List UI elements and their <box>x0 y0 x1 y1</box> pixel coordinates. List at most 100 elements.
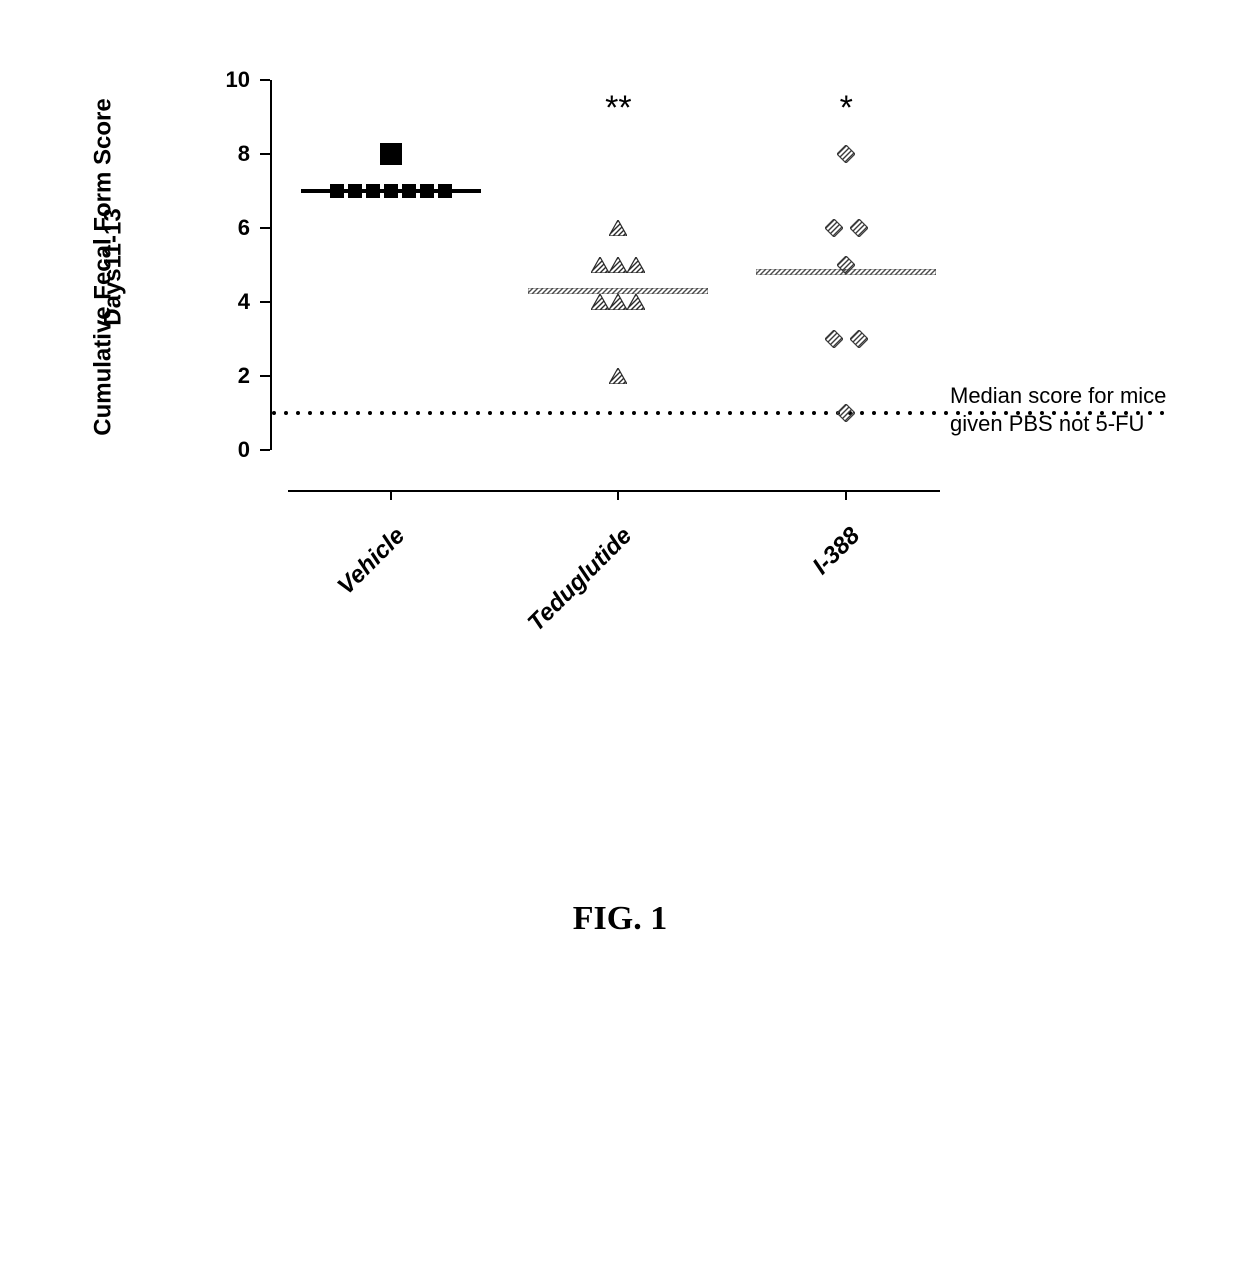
reference-line-dot <box>332 411 336 415</box>
data-point-square <box>366 184 380 198</box>
data-point-triangle <box>591 294 609 310</box>
data-point-square <box>438 184 452 198</box>
y-tick <box>260 153 270 155</box>
data-point-diamond <box>837 145 855 163</box>
reference-line-dot <box>296 411 300 415</box>
reference-line-dot <box>572 411 576 415</box>
reference-line-dot <box>320 411 324 415</box>
reference-line-dot <box>272 411 276 415</box>
y-axis <box>270 80 272 450</box>
data-point-triangle <box>627 257 645 273</box>
data-point-triangle <box>609 368 627 384</box>
y-tick <box>260 301 270 303</box>
reference-line-dot <box>620 411 624 415</box>
x-axis <box>288 490 940 492</box>
reference-line-dot <box>680 411 684 415</box>
reference-line-dot <box>488 411 492 415</box>
reference-line-dot <box>584 411 588 415</box>
reference-line-dot <box>932 411 936 415</box>
y-axis-title-group: Cumulative Fecal Form Score Days11-13 <box>80 60 140 460</box>
reference-line-dot <box>656 411 660 415</box>
y-tick-label: 6 <box>210 215 250 241</box>
reference-line-dot <box>704 411 708 415</box>
data-point-triangle <box>609 294 627 310</box>
reference-line-dot <box>872 411 876 415</box>
reference-line-dot <box>524 411 528 415</box>
reference-line-dot <box>548 411 552 415</box>
chart-area: Cumulative Fecal Form Score Days11-13 0 2… <box>80 60 1160 660</box>
data-point-square <box>420 184 434 198</box>
reference-line-dot <box>380 411 384 415</box>
x-tick-label: Vehicle <box>249 522 410 683</box>
reference-line-dot <box>512 411 516 415</box>
reference-line-label-line2: given PBS not 5-FU <box>950 411 1144 436</box>
reference-line-dot <box>908 411 912 415</box>
data-point-triangle <box>609 257 627 273</box>
y-tick-label: 8 <box>210 141 250 167</box>
y-tick-label: 0 <box>210 437 250 463</box>
reference-line-dot <box>788 411 792 415</box>
reference-line-label-line1: Median score for mice <box>950 383 1166 408</box>
reference-line-dot <box>800 411 804 415</box>
reference-line-dot <box>596 411 600 415</box>
data-point-diamond <box>837 404 855 422</box>
reference-line-dot <box>860 411 864 415</box>
median-line <box>528 281 708 287</box>
reference-line-dot <box>752 411 756 415</box>
reference-line-dot <box>440 411 444 415</box>
reference-line-dot <box>896 411 900 415</box>
data-point-triangle <box>591 257 609 273</box>
data-point-diamond <box>850 330 868 348</box>
reference-line-dot <box>368 411 372 415</box>
y-tick-label: 4 <box>210 289 250 315</box>
y-tick <box>260 79 270 81</box>
y-tick <box>260 449 270 451</box>
reference-line-dot <box>404 411 408 415</box>
data-point-triangle <box>609 220 627 236</box>
reference-line-dot <box>944 411 948 415</box>
reference-line-dot <box>764 411 768 415</box>
data-point-square <box>330 184 344 198</box>
y-tick-label: 2 <box>210 363 250 389</box>
reference-line-dot <box>428 411 432 415</box>
data-point-square <box>402 184 416 198</box>
reference-line-dot <box>344 411 348 415</box>
reference-line-dot <box>392 411 396 415</box>
reference-line-dot <box>416 411 420 415</box>
data-point-diamond <box>850 219 868 237</box>
x-tick <box>845 490 847 500</box>
reference-line-dot <box>464 411 468 415</box>
reference-line-dot <box>284 411 288 415</box>
figure-caption: FIG. 1 <box>0 900 1240 938</box>
reference-line-dot <box>536 411 540 415</box>
significance-label: ** <box>568 89 668 128</box>
data-point-diamond <box>825 330 843 348</box>
y-axis-title-line2: Days11-13 <box>100 208 128 325</box>
reference-line-dot <box>500 411 504 415</box>
reference-line-dot <box>668 411 672 415</box>
reference-line-dot <box>476 411 480 415</box>
plot-region: 0246810VehicleTeduglutideI-388*** <box>270 80 940 450</box>
significance-label: * <box>796 89 896 128</box>
data-point-diamond <box>837 256 855 274</box>
reference-line-dot <box>920 411 924 415</box>
reference-line-dot <box>824 411 828 415</box>
reference-line-label: Median score for mice given PBS not 5-FU <box>950 382 1210 437</box>
reference-line-dot <box>884 411 888 415</box>
page: Cumulative Fecal Form Score Days11-13 0 2… <box>0 0 1240 1283</box>
x-tick <box>390 490 392 500</box>
x-tick-label: I-388 <box>705 522 866 683</box>
reference-line-dot <box>728 411 732 415</box>
x-tick-label: Teduglutide <box>477 522 638 683</box>
reference-line-dot <box>308 411 312 415</box>
reference-line-dot <box>812 411 816 415</box>
reference-line-dot <box>776 411 780 415</box>
reference-line-dot <box>740 411 744 415</box>
reference-line-dot <box>644 411 648 415</box>
y-tick <box>260 375 270 377</box>
data-point-square <box>380 143 402 165</box>
data-point-diamond <box>825 219 843 237</box>
reference-line-dot <box>632 411 636 415</box>
data-point-triangle <box>627 294 645 310</box>
y-tick-label: 10 <box>210 67 250 93</box>
